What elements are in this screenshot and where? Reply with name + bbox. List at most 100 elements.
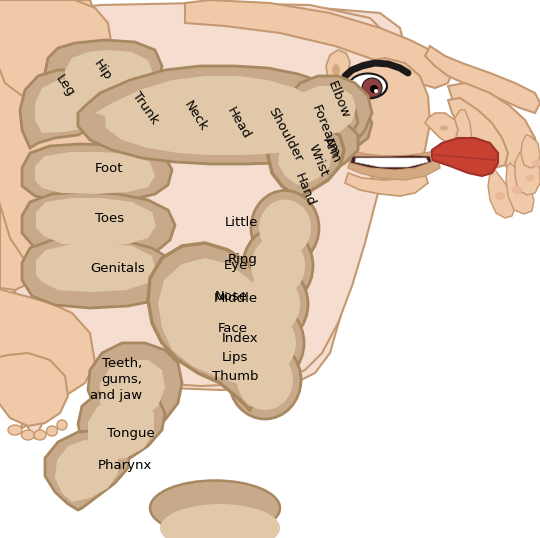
Polygon shape xyxy=(448,110,472,156)
Polygon shape xyxy=(488,170,515,218)
Polygon shape xyxy=(45,430,130,510)
Polygon shape xyxy=(20,70,108,148)
Text: Toes: Toes xyxy=(95,211,124,224)
Ellipse shape xyxy=(229,341,301,419)
Polygon shape xyxy=(88,343,182,433)
Text: Face: Face xyxy=(218,322,248,335)
Ellipse shape xyxy=(236,264,308,344)
Polygon shape xyxy=(36,198,156,246)
Text: Thumb: Thumb xyxy=(212,370,258,383)
Ellipse shape xyxy=(332,64,340,76)
Ellipse shape xyxy=(525,174,535,181)
Text: Little: Little xyxy=(225,216,258,229)
Text: Pharynx: Pharynx xyxy=(98,459,152,472)
Text: Wrist: Wrist xyxy=(306,142,330,178)
Text: Neck: Neck xyxy=(181,98,210,133)
Polygon shape xyxy=(268,123,344,198)
Text: Hip: Hip xyxy=(90,57,113,83)
Polygon shape xyxy=(432,138,498,176)
Polygon shape xyxy=(515,150,540,195)
Ellipse shape xyxy=(374,89,378,93)
Polygon shape xyxy=(65,50,153,100)
Polygon shape xyxy=(0,93,88,166)
Ellipse shape xyxy=(232,303,304,383)
Text: Elbow: Elbow xyxy=(325,79,352,121)
Text: Eye: Eye xyxy=(224,259,248,273)
Polygon shape xyxy=(12,6,405,438)
Ellipse shape xyxy=(362,78,382,98)
Polygon shape xyxy=(286,76,372,148)
Polygon shape xyxy=(148,243,272,410)
Polygon shape xyxy=(0,0,112,106)
Text: Genitals: Genitals xyxy=(90,261,145,274)
Polygon shape xyxy=(448,98,508,168)
Polygon shape xyxy=(88,398,154,460)
Text: Hand: Hand xyxy=(293,171,318,209)
Ellipse shape xyxy=(240,312,296,374)
Polygon shape xyxy=(95,76,335,155)
Polygon shape xyxy=(158,258,266,390)
Polygon shape xyxy=(355,158,428,167)
Ellipse shape xyxy=(259,200,311,257)
Ellipse shape xyxy=(150,480,280,535)
Ellipse shape xyxy=(46,426,57,436)
Polygon shape xyxy=(45,40,162,108)
Polygon shape xyxy=(78,66,372,164)
Ellipse shape xyxy=(22,430,35,440)
Text: Ring: Ring xyxy=(228,253,258,266)
Ellipse shape xyxy=(532,159,540,166)
Ellipse shape xyxy=(34,430,46,440)
Polygon shape xyxy=(448,83,538,173)
Polygon shape xyxy=(0,0,100,118)
Polygon shape xyxy=(22,144,172,202)
Ellipse shape xyxy=(244,273,300,335)
Text: Arm: Arm xyxy=(320,135,343,165)
Polygon shape xyxy=(285,120,358,180)
Text: Trunk: Trunk xyxy=(129,89,161,126)
Polygon shape xyxy=(425,113,458,143)
Polygon shape xyxy=(521,135,540,168)
Text: Tongue: Tongue xyxy=(107,427,155,440)
Polygon shape xyxy=(295,86,356,136)
Polygon shape xyxy=(100,360,165,422)
Text: Nose: Nose xyxy=(215,289,248,302)
Polygon shape xyxy=(506,163,534,214)
Polygon shape xyxy=(55,440,118,502)
Text: Forearm: Forearm xyxy=(309,103,341,159)
Polygon shape xyxy=(425,46,540,113)
Ellipse shape xyxy=(57,420,67,430)
Ellipse shape xyxy=(160,504,280,538)
Polygon shape xyxy=(185,0,452,88)
Ellipse shape xyxy=(450,146,460,153)
Text: Head: Head xyxy=(224,105,252,141)
Ellipse shape xyxy=(495,192,505,200)
Polygon shape xyxy=(0,353,68,426)
Polygon shape xyxy=(35,80,100,133)
Text: Teeth,
gums,
and jaw: Teeth, gums, and jaw xyxy=(90,357,142,402)
Polygon shape xyxy=(278,132,332,186)
Text: Shoulder: Shoulder xyxy=(265,105,305,164)
Polygon shape xyxy=(35,152,155,194)
Text: Index: Index xyxy=(221,331,258,344)
Polygon shape xyxy=(0,158,95,290)
Ellipse shape xyxy=(370,85,378,93)
Ellipse shape xyxy=(237,350,293,410)
Polygon shape xyxy=(326,50,350,93)
Polygon shape xyxy=(22,192,175,258)
Text: Leg: Leg xyxy=(53,73,77,100)
Text: Lips: Lips xyxy=(221,351,248,365)
Ellipse shape xyxy=(251,190,319,265)
Polygon shape xyxy=(278,93,358,158)
Polygon shape xyxy=(348,158,440,180)
Polygon shape xyxy=(348,150,440,170)
Polygon shape xyxy=(0,0,120,280)
Ellipse shape xyxy=(251,236,305,296)
Polygon shape xyxy=(78,388,165,470)
Polygon shape xyxy=(15,3,400,428)
Text: Foot: Foot xyxy=(95,161,124,174)
Polygon shape xyxy=(342,58,430,196)
Text: Middle: Middle xyxy=(214,292,258,305)
Polygon shape xyxy=(345,173,428,196)
Polygon shape xyxy=(350,155,432,170)
Ellipse shape xyxy=(349,74,387,98)
